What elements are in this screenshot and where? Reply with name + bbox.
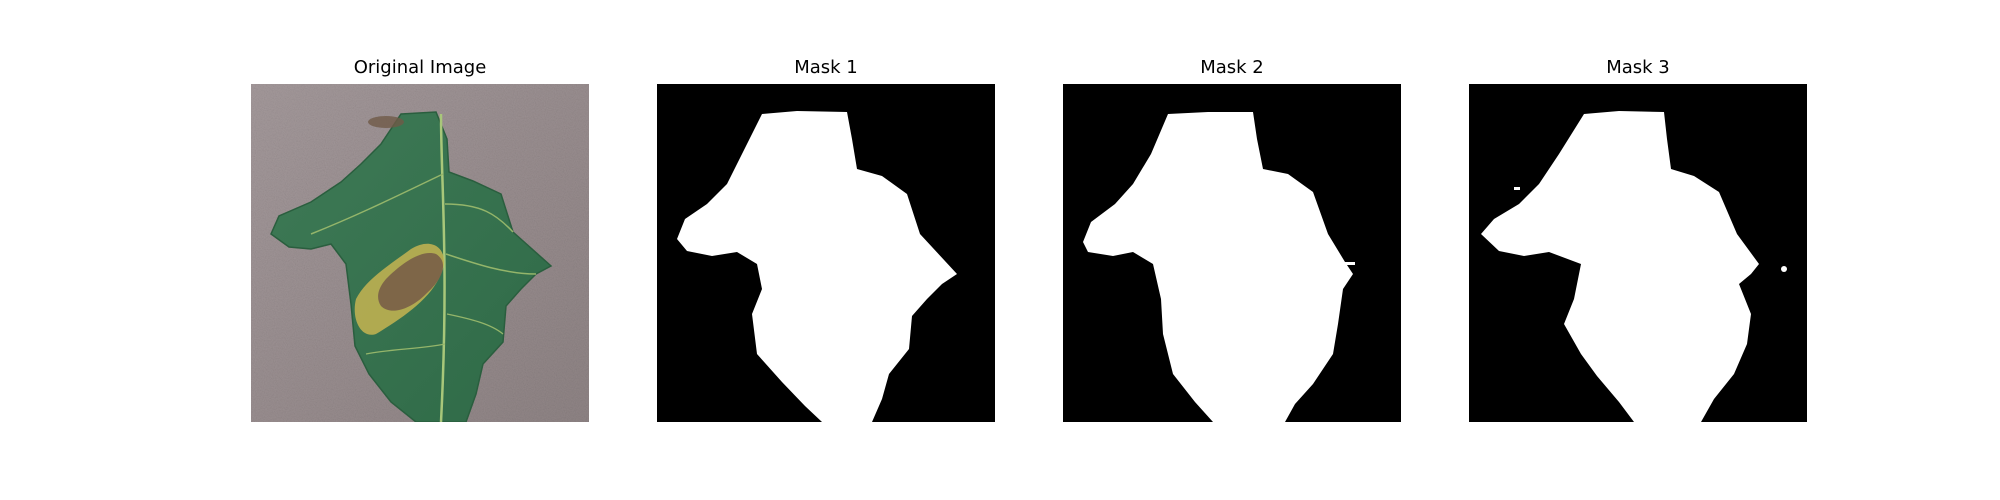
mask-foreground bbox=[1481, 111, 1759, 422]
leaf-midrib bbox=[439, 113, 446, 422]
leaf-vein bbox=[446, 313, 504, 335]
leaf-vein bbox=[444, 203, 514, 233]
mask-speck bbox=[1321, 264, 1327, 266]
panel-title-mask-1: Mask 1 bbox=[794, 57, 858, 78]
leaf-vein bbox=[445, 253, 537, 275]
mask-3-panel bbox=[1469, 84, 1807, 422]
mask-2-image bbox=[1063, 84, 1401, 422]
panel-title-mask-2: Mask 2 bbox=[1200, 57, 1264, 78]
panel-title-mask-3: Mask 3 bbox=[1606, 57, 1670, 78]
mask-2-panel bbox=[1063, 84, 1401, 422]
leaf-vein bbox=[365, 343, 446, 355]
panel-title-original: Original Image bbox=[353, 57, 487, 78]
mask-speck bbox=[1781, 266, 1787, 272]
mask-1-image bbox=[657, 84, 995, 422]
mask-1-panel bbox=[657, 84, 995, 422]
mask-foreground bbox=[1083, 112, 1353, 422]
leaf-lesion-brown bbox=[378, 253, 444, 311]
leaf-lesion-top bbox=[368, 116, 404, 128]
mask-3-image bbox=[1469, 84, 1807, 422]
original-image-panel bbox=[251, 84, 589, 422]
mask-speck bbox=[1345, 262, 1355, 265]
leaf-vein bbox=[310, 173, 444, 235]
tomato-leaf-photo bbox=[251, 84, 589, 422]
mask-speck bbox=[1514, 187, 1520, 190]
mask-foreground bbox=[677, 111, 957, 422]
